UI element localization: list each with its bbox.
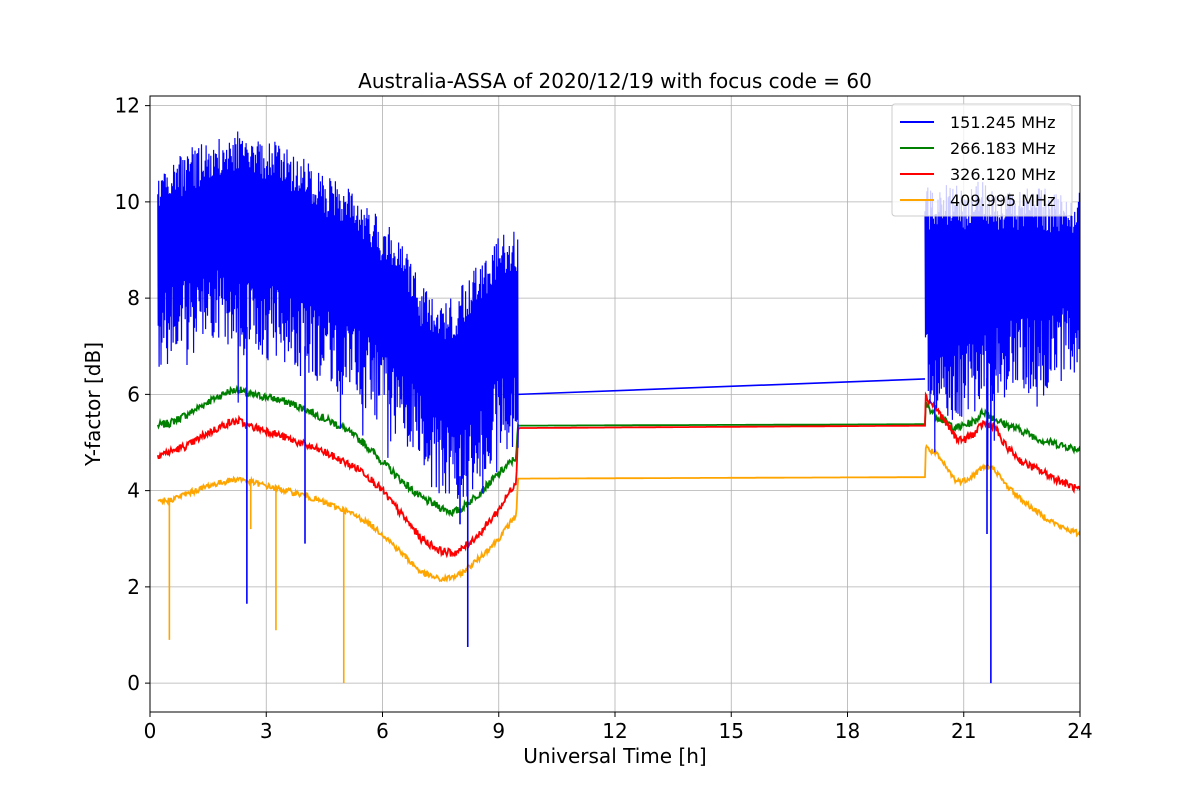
x-axis-label: Universal Time [h] — [523, 744, 706, 768]
y-axis-label: Y-factor [dB] — [81, 342, 105, 467]
series-326-120-mhz — [156, 391, 1080, 559]
x-tick-label: 3 — [260, 719, 273, 743]
legend-box — [891, 103, 1073, 217]
x-tick-label: 6 — [376, 719, 389, 743]
x-tick-label: 15 — [719, 719, 744, 743]
series-409-995-mhz — [157, 443, 1080, 684]
legend: 151.245 MHz 266.183 MHz 326.120 MHz 409.995… — [891, 103, 1073, 217]
y-tick-label: 4 — [127, 479, 140, 503]
chart-title: Australia-ASSA of 2020/12/19 with focus … — [358, 69, 872, 93]
series-gap-line — [518, 378, 926, 396]
x-tick-label: 18 — [835, 719, 860, 743]
y-tick-label: 10 — [115, 190, 140, 214]
y-tick-label: 8 — [127, 286, 140, 310]
series-band-trace — [157, 131, 519, 499]
series-151-245-mhz — [157, 131, 1080, 684]
x-tick-label: 0 — [144, 719, 157, 743]
y-tick-label: 2 — [127, 575, 140, 599]
legend-label: 151.245 MHz — [950, 113, 1055, 132]
y-tick-label: 12 — [115, 94, 140, 118]
series-layer — [156, 131, 1080, 684]
x-tick-label: 9 — [492, 719, 505, 743]
series-line — [157, 443, 1080, 583]
x-tick-label: 21 — [951, 719, 976, 743]
x-tick-label: 24 — [1067, 719, 1092, 743]
legend-label: 409.995 MHz — [950, 191, 1055, 210]
y-tick-label: 0 — [127, 671, 140, 695]
legend-label: 326.120 MHz — [950, 165, 1055, 184]
series-line — [156, 391, 1080, 559]
series-band-trace — [924, 181, 1080, 466]
legend-label: 266.183 MHz — [950, 139, 1055, 158]
y-tick-label: 6 — [127, 382, 140, 406]
x-tick-label: 12 — [602, 719, 627, 743]
